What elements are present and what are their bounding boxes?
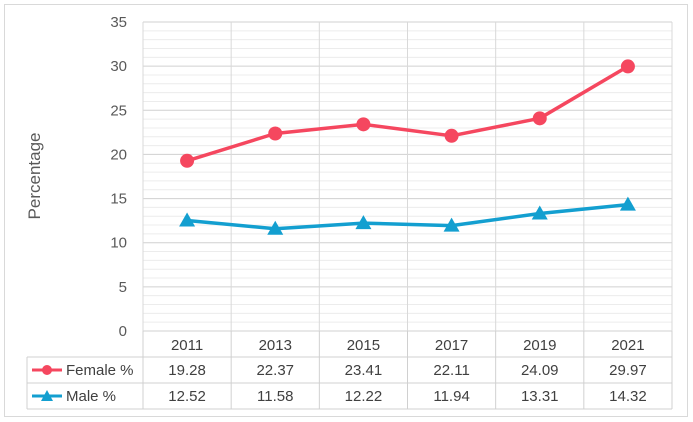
- x-tick-label: 2019: [523, 337, 556, 354]
- y-axis-title: Percentage: [25, 133, 44, 220]
- series-line: [186, 202, 629, 231]
- x-tick-label: 2011: [171, 337, 203, 354]
- data-table: 2011 2013 2015 2017 2019 2021 Female % 19.28 22.…: [26, 331, 673, 410]
- series-line: [186, 64, 629, 163]
- legend-key-marker: [41, 390, 53, 401]
- data-point: [443, 217, 460, 232]
- table-value: 11.94: [433, 388, 469, 405]
- y-tick-label: 0: [119, 323, 127, 340]
- x-tick-label: 2015: [347, 337, 380, 354]
- data-point: [620, 59, 635, 74]
- x-tick-label: 2013: [259, 337, 292, 354]
- table-value: 14.32: [609, 388, 647, 405]
- table-value: 19.28: [168, 362, 206, 379]
- data-point: [531, 205, 548, 220]
- y-tick-label: 5: [119, 279, 127, 296]
- x-tick-label: 2017: [435, 337, 468, 354]
- legend-key-marker: [42, 365, 52, 375]
- x-tick-label: 2021: [611, 337, 644, 354]
- data-point: [268, 126, 283, 141]
- data-point: [267, 220, 284, 235]
- y-tick-label: 30: [110, 58, 127, 75]
- legend-series-name: Male %: [66, 388, 116, 405]
- table-value: 13.31: [521, 388, 559, 405]
- y-tick-label: 35: [110, 14, 127, 31]
- legend-series-name: Female %: [66, 362, 134, 379]
- gridlines: [142, 21, 673, 332]
- table-value: 24.09: [521, 362, 559, 379]
- data-point: [179, 212, 196, 227]
- data-point: [444, 128, 459, 143]
- data-point: [619, 196, 636, 211]
- y-axis-ticks: 0 5 10 15 20 25 30 35: [110, 14, 127, 340]
- data-point: [180, 153, 195, 168]
- data-point: [355, 215, 372, 230]
- table-value: 12.22: [345, 388, 383, 405]
- y-tick-label: 25: [110, 102, 127, 119]
- table-value: 29.97: [609, 362, 647, 379]
- table-value: 22.11: [433, 362, 469, 379]
- table-value: 22.37: [256, 362, 294, 379]
- table-value: 11.58: [257, 388, 293, 405]
- y-tick-label: 20: [110, 146, 127, 163]
- y-tick-label: 10: [110, 235, 127, 252]
- data-point: [532, 111, 547, 126]
- table-value: 12.52: [168, 388, 206, 405]
- y-tick-label: 15: [110, 191, 127, 208]
- data-point: [356, 117, 371, 132]
- series-lines: [179, 59, 636, 235]
- table-value: 23.41: [345, 362, 383, 379]
